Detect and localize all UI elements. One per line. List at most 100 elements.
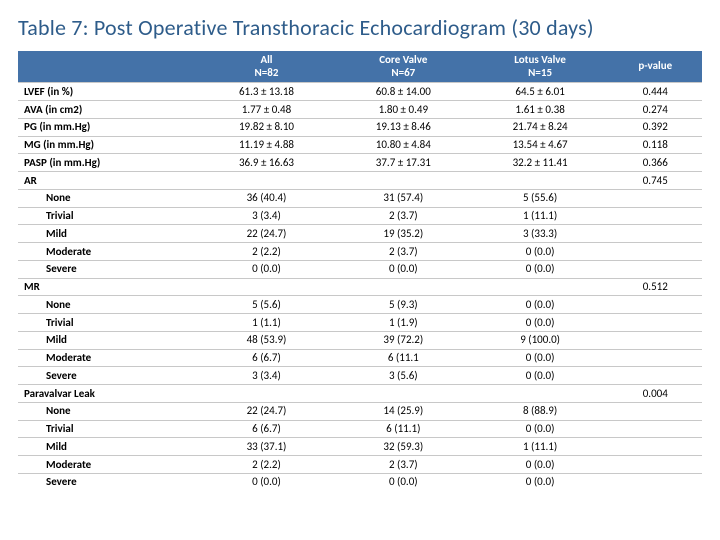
row-label: Moderate	[18, 243, 198, 261]
cell: 3 (5.6)	[335, 367, 472, 385]
cell: 1.77 ± 0.48	[198, 101, 335, 119]
cell	[472, 172, 609, 190]
col-2: Core ValveN=67	[335, 51, 472, 83]
table-row: None5 (5.6)5 (9.3)0 (0.0)	[18, 296, 702, 314]
cell: 0.444	[609, 83, 702, 101]
row-label: Trivial	[18, 314, 198, 332]
table-row: Severe0 (0.0)0 (0.0)0 (0.0)	[18, 260, 702, 278]
cell: 0.274	[609, 101, 702, 119]
cell: 0 (0.0)	[472, 367, 609, 385]
row-label: Mild	[18, 331, 198, 349]
cell: 0.512	[609, 278, 702, 296]
cell	[609, 296, 702, 314]
row-label: PASP (in mm.Hg)	[18, 154, 198, 172]
cell: 14 (25.9)	[335, 402, 472, 420]
cell: 3 (3.4)	[198, 367, 335, 385]
cell	[609, 314, 702, 332]
col-1: AllN=82	[198, 51, 335, 83]
cell: 0.745	[609, 172, 702, 190]
table-row: MG (in mm.Hg)11.19 ± 4.8810.80 ± 4.8413.…	[18, 136, 702, 154]
cell: 0 (0.0)	[472, 473, 609, 490]
cell	[609, 438, 702, 456]
row-label: Severe	[18, 260, 198, 278]
cell: 36 (40.4)	[198, 189, 335, 207]
table-row: PASP (in mm.Hg)36.9 ± 16.6337.7 ± 17.313…	[18, 154, 702, 172]
cell: 3 (3.4)	[198, 207, 335, 225]
table-row: Moderate2 (2.2)2 (3.7)0 (0.0)	[18, 243, 702, 261]
cell: 0 (0.0)	[472, 349, 609, 367]
cell: 2 (3.7)	[335, 456, 472, 474]
cell: 1 (1.1)	[198, 314, 335, 332]
cell	[609, 402, 702, 420]
table-title: Table 7: Post Operative Transthoracic Ec…	[18, 14, 702, 41]
cell: 48 (53.9)	[198, 331, 335, 349]
cell: 0 (0.0)	[472, 260, 609, 278]
table-row: Trivial6 (6.7)6 (11.1)0 (0.0)	[18, 420, 702, 438]
cell	[609, 189, 702, 207]
row-label: LVEF (in %)	[18, 83, 198, 101]
cell	[609, 456, 702, 474]
cell: 11.19 ± 4.88	[198, 136, 335, 154]
cell: 0 (0.0)	[335, 473, 472, 490]
cell	[198, 172, 335, 190]
row-label: None	[18, 402, 198, 420]
row-label: Trivial	[18, 420, 198, 438]
cell: 22 (24.7)	[198, 402, 335, 420]
cell	[198, 385, 335, 403]
table-row: None22 (24.7)14 (25.9)8 (88.9)	[18, 402, 702, 420]
cell: 61.3 ± 13.18	[198, 83, 335, 101]
cell: 21.74 ± 8.24	[472, 118, 609, 136]
cell: 0 (0.0)	[335, 260, 472, 278]
row-label: AVA (in cm2)	[18, 101, 198, 119]
cell	[609, 225, 702, 243]
table-row: AVA (in cm2)1.77 ± 0.481.80 ± 0.491.61 ±…	[18, 101, 702, 119]
cell: 6 (11.1	[335, 349, 472, 367]
row-label: MG (in mm.Hg)	[18, 136, 198, 154]
echo-table: AllN=82Core ValveN=67Lotus ValveN=15p-va…	[18, 51, 702, 491]
row-label: Trivial	[18, 207, 198, 225]
cell: 2 (3.7)	[335, 207, 472, 225]
cell: 19.13 ± 8.46	[335, 118, 472, 136]
table-row: Severe0 (0.0)0 (0.0)0 (0.0)	[18, 473, 702, 490]
cell	[609, 349, 702, 367]
table-row: Trivial3 (3.4)2 (3.7)1 (11.1)	[18, 207, 702, 225]
col-label	[18, 51, 198, 83]
cell	[609, 243, 702, 261]
table-row: Moderate6 (6.7)6 (11.10 (0.0)	[18, 349, 702, 367]
table-row: MR 0.512	[18, 278, 702, 296]
cell: 39 (72.2)	[335, 331, 472, 349]
cell	[609, 367, 702, 385]
cell	[609, 473, 702, 490]
cell: 6 (6.7)	[198, 349, 335, 367]
cell: 5 (55.6)	[472, 189, 609, 207]
cell: 2 (3.7)	[335, 243, 472, 261]
cell: 13.54 ± 4.67	[472, 136, 609, 154]
cell: 0 (0.0)	[198, 473, 335, 490]
cell: 0 (0.0)	[472, 420, 609, 438]
cell: 0.392	[609, 118, 702, 136]
table-row: Mild48 (53.9)39 (72.2)9 (100.0)	[18, 331, 702, 349]
cell: 2 (2.2)	[198, 456, 335, 474]
cell: 5 (5.6)	[198, 296, 335, 314]
row-label: MR	[18, 278, 198, 296]
cell: 6 (11.1)	[335, 420, 472, 438]
cell: 32 (59.3)	[335, 438, 472, 456]
cell: 0 (0.0)	[472, 296, 609, 314]
table-row: Paravalvar Leak0.004	[18, 385, 702, 403]
cell	[609, 207, 702, 225]
cell: 32.2 ± 11.41	[472, 154, 609, 172]
row-label: Paravalvar Leak	[18, 385, 198, 403]
row-label: Mild	[18, 225, 198, 243]
cell: 33 (37.1)	[198, 438, 335, 456]
row-label: Severe	[18, 473, 198, 490]
col-4: p-value	[609, 51, 702, 83]
row-label: Severe	[18, 367, 198, 385]
row-label: None	[18, 296, 198, 314]
cell: 10.80 ± 4.84	[335, 136, 472, 154]
table-row: Moderate2 (2.2)2 (3.7)0 (0.0)	[18, 456, 702, 474]
table-body: LVEF (in %)61.3 ± 13.1860.8 ± 14.0064.5 …	[18, 83, 702, 491]
cell	[335, 172, 472, 190]
cell: 60.8 ± 14.00	[335, 83, 472, 101]
row-label: Moderate	[18, 456, 198, 474]
cell: 19.82 ± 8.10	[198, 118, 335, 136]
